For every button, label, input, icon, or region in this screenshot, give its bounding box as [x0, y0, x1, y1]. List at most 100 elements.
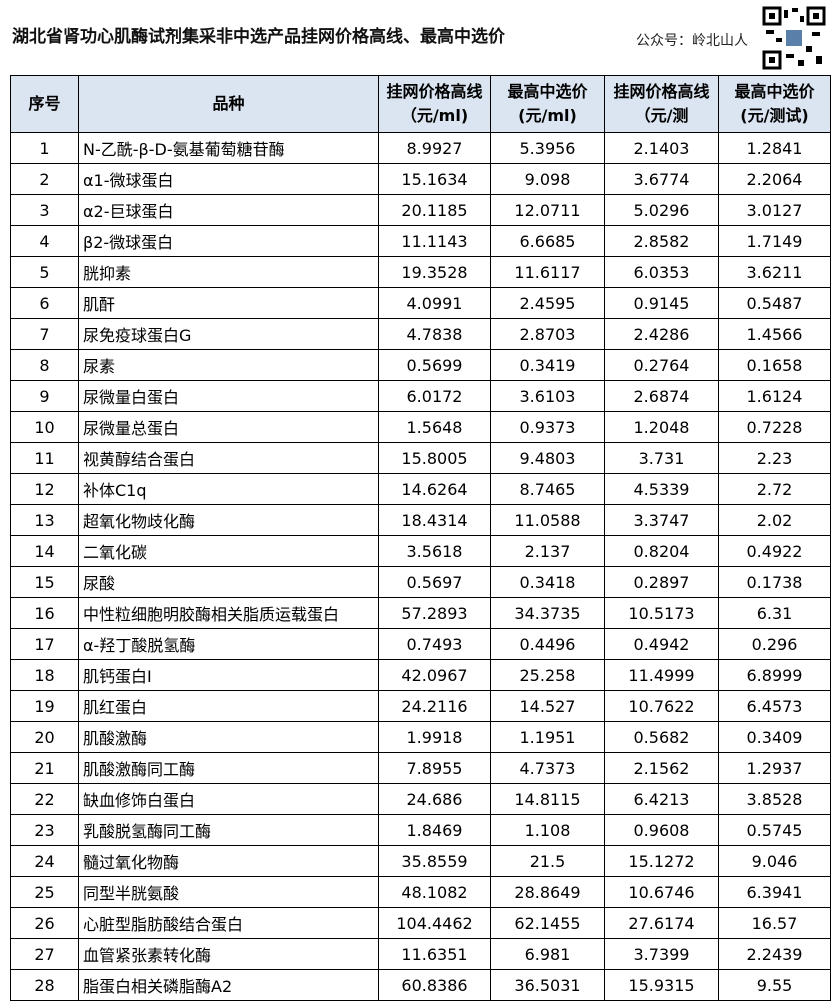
table-row: 23 乳酸脱氢酶同工酶 1.8469 1.108 0.9608 0.5745 [10, 814, 831, 846]
price-cell: 11.6117 [490, 256, 605, 288]
price-cell: 3.3747 [604, 504, 719, 536]
row-number: 18 [10, 659, 79, 691]
row-number: 20 [10, 721, 79, 753]
price-cell: 2.1562 [604, 752, 719, 784]
row-number: 11 [10, 442, 79, 474]
row-number: 17 [10, 628, 79, 660]
price-cell: 1.8469 [378, 814, 491, 846]
price-cell: 0.4922 [718, 535, 831, 567]
price-cell: 60.8386 [378, 969, 491, 1001]
price-cell: 2.4595 [490, 287, 605, 319]
item-name: 肌钙蛋白I [78, 659, 379, 691]
item-name: 肌酐 [78, 287, 379, 319]
column-header: 品种 [78, 75, 379, 133]
item-name: 乳酸脱氢酶同工酶 [78, 814, 379, 846]
price-cell: 6.3941 [718, 876, 831, 908]
row-number: 7 [10, 318, 79, 350]
price-cell: 14.8115 [490, 783, 605, 815]
item-name: 胱抑素 [78, 256, 379, 288]
price-cell: 20.1185 [378, 194, 491, 226]
item-name: 脂蛋白相关磷脂酶A2 [78, 969, 379, 1001]
price-cell: 1.5648 [378, 411, 491, 443]
price-cell: 0.5745 [718, 814, 831, 846]
table-row: 4 β2-微球蛋白 11.1143 6.6685 2.8582 1.7149 [10, 225, 831, 257]
price-cell: 5.0296 [604, 194, 719, 226]
price-cell: 0.4496 [490, 628, 605, 660]
item-name: 尿微量总蛋白 [78, 411, 379, 443]
table-row: 22 缺血修饰白蛋白 24.686 14.8115 6.4213 3.8528 [10, 783, 831, 815]
price-cell: 1.1951 [490, 721, 605, 753]
row-number: 10 [10, 411, 79, 443]
price-cell: 0.1658 [718, 349, 831, 381]
table-row: 28 脂蛋白相关磷脂酶A2 60.8386 36.5031 15.9315 9.55 [10, 969, 831, 1001]
price-table: 序号 品种 挂网价格高线（元/ml) 最高中选价(元/ml) 挂网价格高线（元/测 最高中… [10, 75, 831, 1001]
price-cell: 10.7622 [604, 690, 719, 722]
row-number: 4 [10, 225, 79, 257]
price-cell: 11.0588 [490, 504, 605, 536]
row-number: 21 [10, 752, 79, 784]
table-row: 11 视黄醇结合蛋白 15.8005 9.4803 3.731 2.23 [10, 442, 831, 474]
price-cell: 4.7838 [378, 318, 491, 350]
table-row: 21 肌酸激酶同工酶 7.8955 4.7373 2.1562 1.2937 [10, 752, 831, 784]
table-row: 15 尿酸 0.5697 0.3418 0.2897 0.1738 [10, 566, 831, 598]
price-cell: 0.2764 [604, 349, 719, 381]
title: 湖北省肾功心肌酶试剂集采非中选产品挂网价格高线、最高中选价 [12, 27, 505, 47]
table-row: 14 二氧化碳 3.5618 2.137 0.8204 0.4922 [10, 535, 831, 567]
item-name: 尿免疫球蛋白G [78, 318, 379, 350]
column-header: 挂网价格高线（元/测 [604, 75, 719, 133]
price-cell: 2.2064 [718, 163, 831, 195]
price-cell: 0.9373 [490, 411, 605, 443]
price-cell: 7.8955 [378, 752, 491, 784]
price-cell: 1.2048 [604, 411, 719, 443]
price-cell: 6.0172 [378, 380, 491, 412]
item-name: 髓过氧化物酶 [78, 845, 379, 877]
item-name: 同型半胱氨酸 [78, 876, 379, 908]
table-row: 10 尿微量总蛋白 1.5648 0.9373 1.2048 0.7228 [10, 411, 831, 443]
price-cell: 2.8703 [490, 318, 605, 350]
price-cell: 1.6124 [718, 380, 831, 412]
row-number: 27 [10, 938, 79, 970]
price-cell: 4.7373 [490, 752, 605, 784]
price-cell: 6.981 [490, 938, 605, 970]
row-number: 28 [10, 969, 79, 1001]
price-cell: 0.3409 [718, 721, 831, 753]
row-number: 3 [10, 194, 79, 226]
price-cell: 16.57 [718, 907, 831, 939]
price-cell: 24.686 [378, 783, 491, 815]
price-cell: 1.108 [490, 814, 605, 846]
price-cell: 11.6351 [378, 938, 491, 970]
price-cell: 1.2841 [718, 132, 831, 164]
price-cell: 3.731 [604, 442, 719, 474]
item-name: 中性粒细胞明胶酶相关脂质运载蛋白 [78, 597, 379, 629]
row-number: 26 [10, 907, 79, 939]
row-number: 19 [10, 690, 79, 722]
item-name: α2-巨球蛋白 [78, 194, 379, 226]
item-name: N-乙酰-β-D-氨基葡萄糖苷酶 [78, 132, 379, 164]
row-number: 22 [10, 783, 79, 815]
price-cell: 2.8582 [604, 225, 719, 257]
table-row: 26 心脏型脂肪酸结合蛋白 104.4462 62.1455 27.6174 16.57 [10, 907, 831, 939]
table-row: 16 中性粒细胞明胶酶相关脂质运载蛋白 57.2893 34.3735 10.5173 6… [10, 597, 831, 629]
item-name: 尿酸 [78, 566, 379, 598]
price-cell: 104.4462 [378, 907, 491, 939]
row-number: 13 [10, 504, 79, 536]
qr-code [762, 6, 826, 70]
item-name: 心脏型脂肪酸结合蛋白 [78, 907, 379, 939]
price-cell: 2.137 [490, 535, 605, 567]
row-number: 14 [10, 535, 79, 567]
price-cell: 2.1403 [604, 132, 719, 164]
price-cell: 57.2893 [378, 597, 491, 629]
price-cell: 3.6774 [604, 163, 719, 195]
price-cell: 0.5682 [604, 721, 719, 753]
price-cell: 6.31 [718, 597, 831, 629]
table-row: 2 α1-微球蛋白 15.1634 9.098 3.6774 2.2064 [10, 163, 831, 195]
row-number: 6 [10, 287, 79, 319]
table-row: 19 肌红蛋白 24.2116 14.527 10.7622 6.4573 [10, 690, 831, 722]
column-header: 挂网价格高线（元/ml) [378, 75, 491, 133]
price-cell: 1.2937 [718, 752, 831, 784]
item-name: 尿素 [78, 349, 379, 381]
price-cell: 18.4314 [378, 504, 491, 536]
price-cell: 0.3418 [490, 566, 605, 598]
price-cell: 48.1082 [378, 876, 491, 908]
column-header: 最高中选价(元/ml) [490, 75, 605, 133]
